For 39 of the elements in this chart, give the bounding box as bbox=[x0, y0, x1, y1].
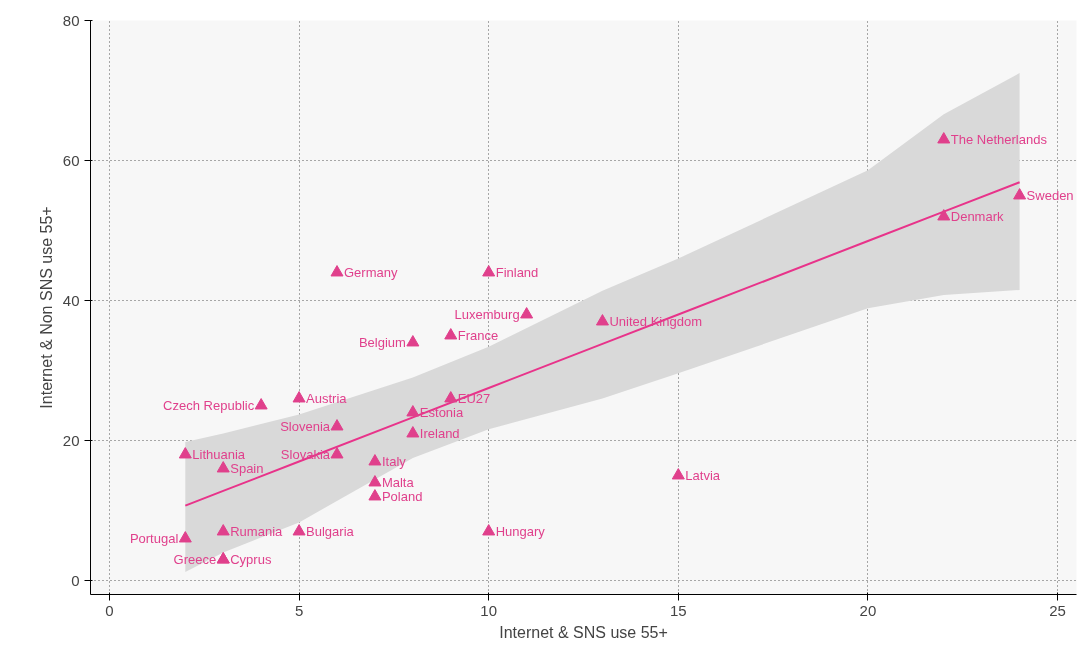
x-tick-label: 25 bbox=[1049, 601, 1066, 619]
annotation: Finland bbox=[495, 265, 539, 280]
annotation: France bbox=[457, 328, 499, 343]
y-tick-label: 0 bbox=[71, 571, 80, 589]
annotation: Poland bbox=[381, 489, 423, 504]
annotation: Hungary bbox=[495, 524, 546, 539]
annotation: Ireland bbox=[419, 426, 460, 441]
annotation: Luxemburg bbox=[454, 307, 520, 322]
y-tick-label: 20 bbox=[62, 431, 80, 449]
annotation: EU27 bbox=[457, 391, 491, 406]
annotation: Malta bbox=[381, 475, 415, 490]
annotation: Germany bbox=[344, 265, 398, 280]
x-tick-label: 10 bbox=[480, 601, 498, 619]
x-tick-label: 15 bbox=[669, 601, 687, 619]
y-tick-label: 40 bbox=[62, 291, 80, 309]
annotation: Bulgaria bbox=[306, 524, 355, 539]
annotation: Latvia bbox=[685, 468, 721, 483]
annotation: Sweden bbox=[1026, 188, 1074, 203]
x-axis-title: Internet & SNS use 55+ bbox=[499, 623, 668, 641]
annotation: Belgium bbox=[358, 335, 406, 350]
annotation: Rumania bbox=[230, 524, 284, 539]
annotation: Slovenia bbox=[280, 419, 331, 434]
annotation: Austria bbox=[306, 391, 348, 406]
annotation: Lithuania bbox=[192, 447, 246, 462]
annotation: Cyprus bbox=[230, 552, 272, 567]
y-axis-title: Internet & Non SNS use 55+ bbox=[37, 206, 55, 409]
annotation: The Netherlands bbox=[950, 132, 1048, 147]
annotation: Greece bbox=[173, 552, 217, 567]
annotation: Portugal bbox=[129, 531, 179, 546]
y-tick-label: 80 bbox=[62, 11, 80, 29]
x-tick-label: 20 bbox=[859, 601, 877, 619]
annotation: Czech Republic bbox=[163, 398, 255, 413]
x-tick-label: 0 bbox=[105, 601, 114, 619]
annotation: Italy bbox=[381, 454, 407, 469]
annotation: Estonia bbox=[419, 405, 464, 420]
y-tick-label: 60 bbox=[62, 151, 80, 169]
annotation: Denmark bbox=[950, 209, 1005, 224]
x-tick-label: 5 bbox=[294, 601, 304, 619]
annotation: Spain bbox=[230, 461, 264, 476]
